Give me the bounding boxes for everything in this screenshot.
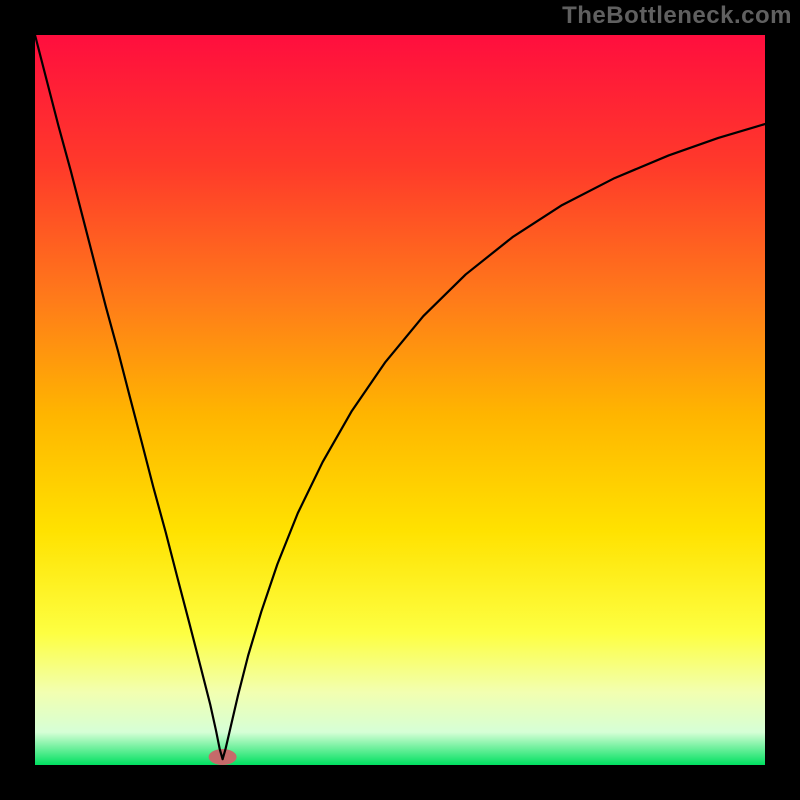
watermark-text: TheBottleneck.com <box>562 2 792 30</box>
chart-canvas <box>0 0 800 800</box>
plot-background <box>35 35 765 765</box>
